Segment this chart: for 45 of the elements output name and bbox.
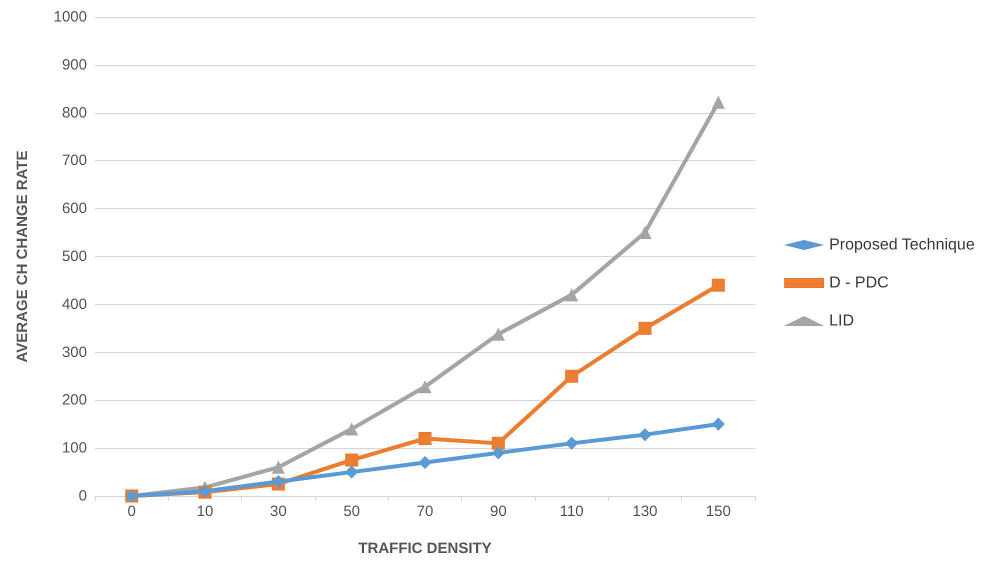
point bbox=[272, 460, 285, 474]
x-tick-label: 90 bbox=[490, 503, 507, 520]
point bbox=[638, 322, 652, 335]
point bbox=[565, 436, 578, 450]
point bbox=[272, 475, 285, 488]
point bbox=[565, 288, 578, 302]
y-tick-label: 0 bbox=[78, 488, 87, 504]
y-tick-label: 900 bbox=[62, 56, 87, 74]
x-tick-label: 130 bbox=[632, 503, 658, 520]
point bbox=[492, 446, 505, 460]
y-axis-title: AVERAGE CH CHANGE RATE bbox=[14, 150, 31, 362]
point bbox=[418, 380, 432, 394]
point bbox=[712, 96, 725, 109]
y-tick-label: 600 bbox=[62, 200, 87, 218]
y-tick-label: 400 bbox=[62, 296, 87, 313]
y-tick-label: 200 bbox=[62, 392, 87, 409]
x-tick-label: 10 bbox=[196, 503, 214, 520]
legend-label: LID bbox=[829, 312, 854, 330]
point bbox=[418, 456, 432, 469]
y-tick-label: 800 bbox=[62, 104, 87, 122]
x-tick-label: 30 bbox=[270, 503, 287, 520]
point bbox=[492, 328, 505, 341]
point bbox=[345, 422, 358, 436]
point bbox=[345, 466, 358, 479]
point bbox=[492, 436, 505, 450]
point bbox=[565, 370, 578, 383]
y-tick-label: 100 bbox=[62, 440, 87, 457]
x-tick-label: 0 bbox=[127, 503, 136, 520]
legend-label: Proposed Technique bbox=[829, 236, 975, 254]
x-axis-title: TRAFFIC DENSITY bbox=[358, 540, 492, 557]
y-tick-label: 300 bbox=[62, 344, 87, 361]
x-tick-label: 70 bbox=[416, 503, 434, 520]
point bbox=[638, 226, 652, 240]
point bbox=[418, 432, 432, 446]
point bbox=[712, 278, 725, 292]
y-tick-label: 700 bbox=[62, 152, 87, 170]
y-tick-label: 1000 bbox=[54, 8, 87, 26]
point bbox=[638, 428, 652, 442]
x-tick-label: 150 bbox=[706, 503, 731, 520]
legend-label: D - PDC bbox=[829, 274, 889, 292]
x-tick-label: 110 bbox=[560, 503, 584, 520]
y-tick-label: 500 bbox=[62, 248, 87, 265]
x-tick-label: 50 bbox=[343, 503, 360, 520]
point bbox=[712, 418, 725, 431]
point bbox=[345, 454, 358, 467]
